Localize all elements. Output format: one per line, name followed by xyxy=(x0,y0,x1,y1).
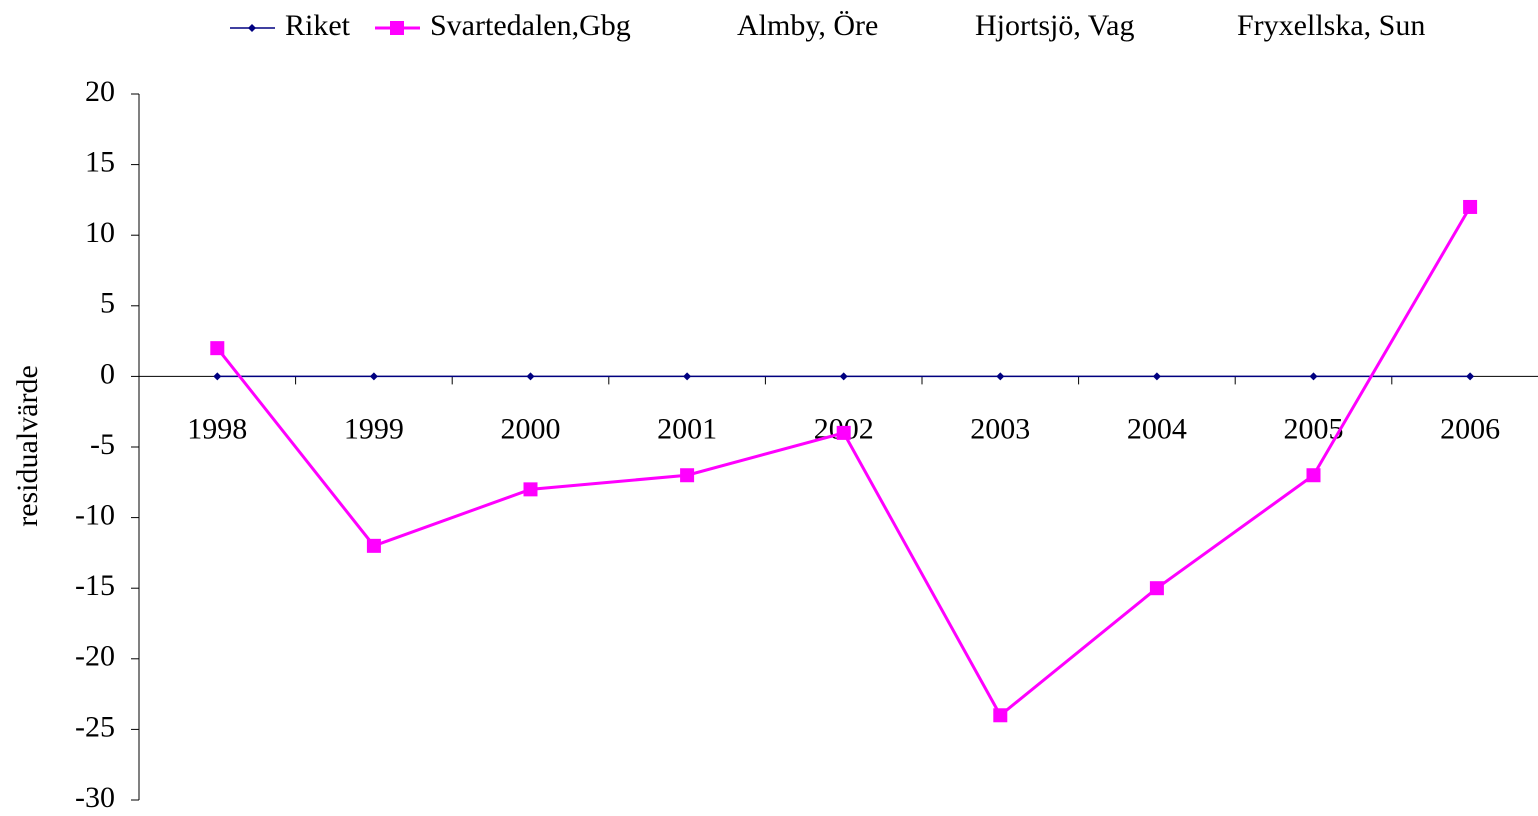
x-tick-label: 2001 xyxy=(657,412,717,445)
point-marker xyxy=(369,372,378,381)
point-marker xyxy=(680,468,695,483)
x-tick-label: 2004 xyxy=(1127,412,1187,445)
point-marker xyxy=(1306,468,1321,483)
point-marker xyxy=(1466,372,1475,381)
y-tick-label: 0 xyxy=(100,357,115,390)
y-tick-label: -25 xyxy=(75,710,115,743)
legend-label: Hjortsjö, Vag xyxy=(975,9,1134,42)
point-marker xyxy=(210,341,225,356)
point-marker xyxy=(683,372,692,381)
legend-label: Fryxellska, Sun xyxy=(1237,9,1425,42)
point-marker xyxy=(839,372,848,381)
x-tick-label: 2006 xyxy=(1440,412,1500,445)
point-marker xyxy=(836,425,851,440)
point-marker xyxy=(366,538,381,553)
point-marker xyxy=(523,482,538,497)
legend-marker xyxy=(248,24,256,32)
y-tick-label: -30 xyxy=(75,781,115,814)
x-tick-label: 1998 xyxy=(187,412,247,445)
y-tick-label: -20 xyxy=(75,640,115,673)
point-marker xyxy=(526,372,535,381)
point-marker xyxy=(1463,199,1478,214)
point-marker xyxy=(996,372,1005,381)
legend-marker xyxy=(390,21,404,35)
series-line xyxy=(216,206,1472,718)
y-tick-label: 10 xyxy=(85,216,115,249)
point-marker xyxy=(1149,581,1164,596)
x-tick-label: 2003 xyxy=(970,412,1030,445)
y-tick-label: -5 xyxy=(90,428,115,461)
legend-label: Riket xyxy=(285,9,351,42)
y-tick-label: -10 xyxy=(75,498,115,531)
y-tick-label: -15 xyxy=(75,569,115,602)
legend-label: Almby, Öre xyxy=(737,9,878,42)
point-marker xyxy=(213,372,222,381)
y-tick-label: 15 xyxy=(85,145,115,178)
y-tick-label: 20 xyxy=(85,75,115,108)
y-tick-label: 5 xyxy=(100,287,115,320)
y-axis-label: residualvärde xyxy=(11,365,44,527)
legend-label: Svartedalen,Gbg xyxy=(430,9,631,42)
x-tick-label: 1999 xyxy=(344,412,404,445)
point-marker xyxy=(1152,372,1161,381)
point-marker xyxy=(993,708,1008,723)
point-marker xyxy=(1309,372,1318,381)
x-tick-label: 2000 xyxy=(501,412,561,445)
